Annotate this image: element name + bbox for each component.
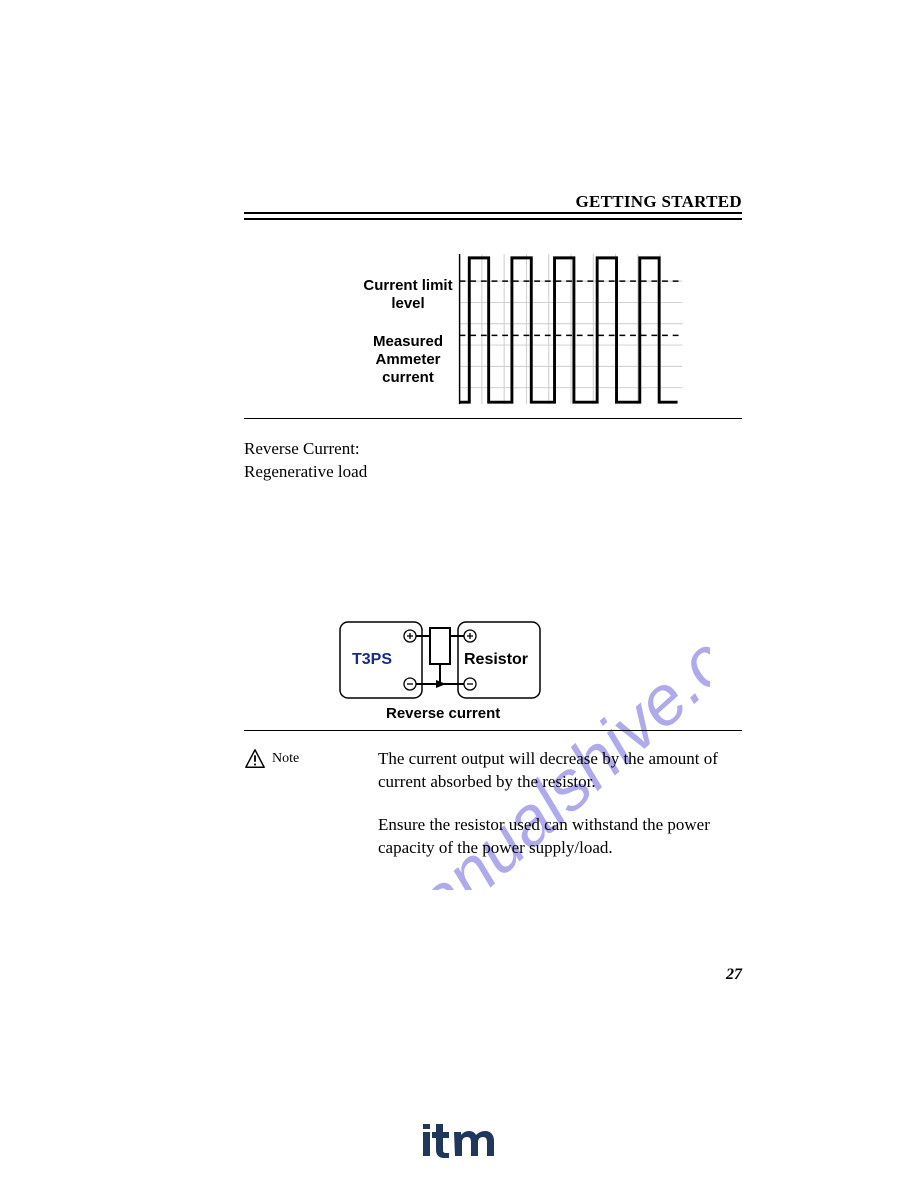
pulse-chart xyxy=(456,254,686,409)
note-label: Note xyxy=(272,751,299,766)
page-number: 27 xyxy=(726,966,742,984)
footer-logo xyxy=(420,1122,498,1160)
circuit-diagram: T3PS Resistor Reverse current xyxy=(338,614,548,734)
chart-label-limit: Current limit level xyxy=(358,277,458,313)
note-body: The current output will decrease by the … xyxy=(378,748,742,880)
reverse-line2: Regenerative load xyxy=(244,461,367,484)
page-header-title: GETTING STARTED xyxy=(575,192,742,212)
reverse-line1: Reverse Current: xyxy=(244,438,367,461)
chart-label-measured-text: Measured Ammeter current xyxy=(373,333,443,386)
manual-page: manualshive.com GETTING STARTED Current … xyxy=(0,0,918,1188)
circuit-left-label: T3PS xyxy=(352,651,392,668)
chart-label-limit-text: Current limit level xyxy=(363,277,452,312)
circuit-right-label: Resistor xyxy=(464,651,528,668)
note-para2: Ensure the resistor used can withstand t… xyxy=(378,814,742,860)
note-para1: The current output will decrease by the … xyxy=(378,748,742,794)
rule-2 xyxy=(244,730,742,731)
circuit-bottom-label: Reverse current xyxy=(386,705,500,722)
reverse-current-heading: Reverse Current: Regenerative load xyxy=(244,438,367,484)
header-rule xyxy=(244,212,742,214)
chart-label-measured: Measured Ammeter current xyxy=(358,333,458,387)
rule-1 xyxy=(244,418,742,419)
warning-icon xyxy=(244,748,266,770)
